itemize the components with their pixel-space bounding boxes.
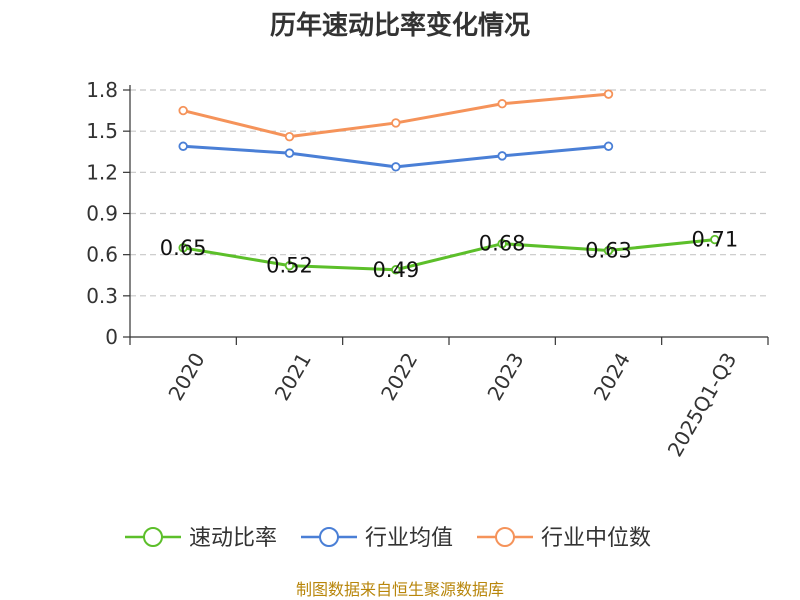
- y-tick-label: 0.9: [86, 202, 118, 226]
- data-point: [497, 151, 507, 161]
- y-tick-label: 0.6: [86, 243, 118, 267]
- legend-item-1: 速动比率: [125, 526, 277, 551]
- data-point: [178, 243, 188, 253]
- data-label: 0.63: [585, 239, 632, 263]
- data-label: 0.65: [160, 236, 207, 260]
- y-tick-label: 1.5: [86, 119, 118, 143]
- data-point: [391, 118, 401, 128]
- y-tick-label: 0.3: [86, 284, 118, 308]
- data-point: [603, 89, 614, 99]
- series-line-1: [182, 238, 715, 272]
- x-tick-label: 2021: [270, 349, 316, 405]
- data-point: [603, 141, 614, 151]
- axes: 0 0.3 0.6 0.9 1.2 1.5 1.8 2020 2021 2022 2023 2024 2…: [86, 78, 769, 461]
- chart-title: 历年速动比率变化情况: [270, 10, 530, 41]
- y-tick-label: 1.2: [86, 160, 118, 184]
- legend: 速动比率 行业均值 行业中位数: [125, 526, 651, 551]
- legend-label: 行业均值: [365, 526, 453, 551]
- source-note: 制图数据来自恒生聚源数据库: [296, 580, 504, 599]
- legend-marker: [319, 527, 339, 547]
- x-tick-label: 2020: [163, 349, 209, 405]
- data-point: [603, 245, 614, 256]
- legend-marker: [143, 527, 163, 547]
- legend-label: 速动比率: [189, 526, 277, 551]
- grid-lines: [130, 89, 768, 297]
- data-point: [284, 148, 295, 158]
- data-point: [178, 105, 188, 116]
- series-line-3: [182, 92, 609, 139]
- legend-label: 行业中位数: [541, 526, 651, 551]
- data-label: 0.52: [266, 254, 313, 278]
- data-point: [284, 131, 295, 142]
- x-tick-label: 2025Q1-Q3: [663, 349, 742, 461]
- x-tick-label: 2023: [482, 349, 528, 405]
- series-group: 0.65 0.52 0.49 0.68 0.63 0.71: [160, 89, 738, 282]
- data-point: [497, 238, 507, 249]
- data-label: 0.49: [372, 258, 419, 282]
- data-label: 0.71: [691, 228, 738, 252]
- y-tick-label: 1.8: [86, 78, 118, 102]
- legend-item-2: 行业均值: [301, 526, 453, 551]
- x-tick-label: 2022: [376, 349, 422, 405]
- data-point: [284, 260, 295, 271]
- data-point: [497, 99, 507, 109]
- data-label: 0.68: [479, 232, 526, 256]
- legend-marker: [495, 527, 515, 547]
- data-point: [710, 234, 720, 245]
- data-point: [178, 141, 188, 151]
- data-point: [391, 265, 401, 275]
- legend-item-3: 行业中位数: [477, 526, 651, 551]
- data-point: [391, 162, 401, 172]
- y-tick-label: 0: [105, 325, 118, 349]
- x-tick-label: 2024: [589, 349, 635, 405]
